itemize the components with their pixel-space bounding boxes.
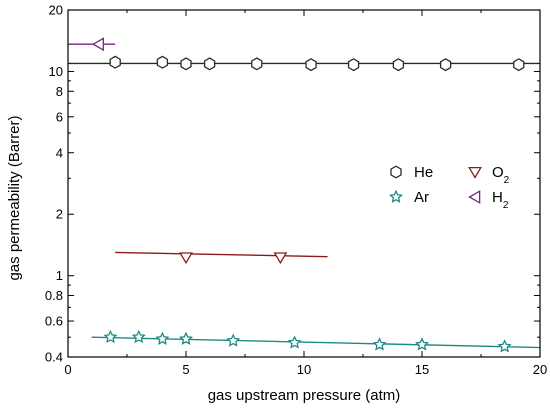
y-tick-label: 8 [56,84,63,99]
y-axis-label: gas permeability (Barrer) [6,115,23,280]
y-tick-label: 0.8 [45,288,63,303]
axes: 0 5 10 15 20 0.4 0.6 0.8 1 2 4 6 8 10 20 [45,3,547,378]
x-tick-label: 15 [415,362,429,377]
data-point-he [513,58,525,72]
legend-marker-o2 [468,166,482,179]
data-point-he [156,55,169,69]
data-point-ar [179,331,193,345]
legend-item-h2: H2 [468,189,509,211]
x-tick-label: 5 [182,362,189,377]
data-point-o2 [273,252,288,265]
legend-label-ar: Ar [414,189,429,206]
legend-marker-h2 [468,190,481,204]
data-point-ar [226,333,241,347]
data-point-he [347,58,360,72]
legend-label-h2: H2 [492,189,509,211]
plot-frame [67,9,541,358]
fit-line-o2 [115,251,328,258]
x-tick-label: 10 [297,362,311,377]
y-tick-label: 4 [56,145,63,160]
data-point-ar [372,337,387,351]
legend-marker-ar [389,189,403,203]
data-point-ar [155,331,170,345]
data-point-he [305,58,317,72]
data-point-h2 [91,37,104,52]
y-tick-label: 1 [56,268,63,283]
series-h2 [68,37,116,52]
data-point-he [439,58,452,72]
y-tick-label: 6 [56,109,63,124]
data-point-he [392,58,405,72]
y-tick-label: 0.4 [45,350,63,365]
data-point-ar [497,339,512,353]
legend-label-o2: O2 [492,164,510,186]
plot-marks [68,37,541,353]
data-point-ar [415,337,429,351]
data-point-he [203,57,216,71]
data-point-ar [103,329,118,344]
data-point-he [251,57,263,71]
x-axis-label: gas upstream pressure (atm) [208,387,401,404]
legend-label-he: He [414,164,433,181]
data-point-he [180,57,192,71]
y-tick-label: 2 [56,207,63,222]
legend-item-he: He [390,164,433,181]
series-ar [91,329,541,353]
y-tick-label: 10 [49,64,63,79]
legend-marker-he [390,165,402,179]
data-point-o2 [179,252,193,265]
legend: He O2 Ar H2 [389,164,510,211]
y-tick-label: 0.6 [45,314,63,329]
data-point-he [109,55,121,69]
x-tick-label: 0 [64,362,71,377]
data-point-ar [287,335,302,349]
y-tick-label: 20 [49,3,63,18]
legend-item-ar: Ar [389,189,429,206]
data-point-ar [131,329,146,344]
x-tick-label: 20 [533,362,547,377]
series-he [68,55,540,72]
legend-item-o2: O2 [468,164,510,186]
series-o2 [115,251,328,265]
